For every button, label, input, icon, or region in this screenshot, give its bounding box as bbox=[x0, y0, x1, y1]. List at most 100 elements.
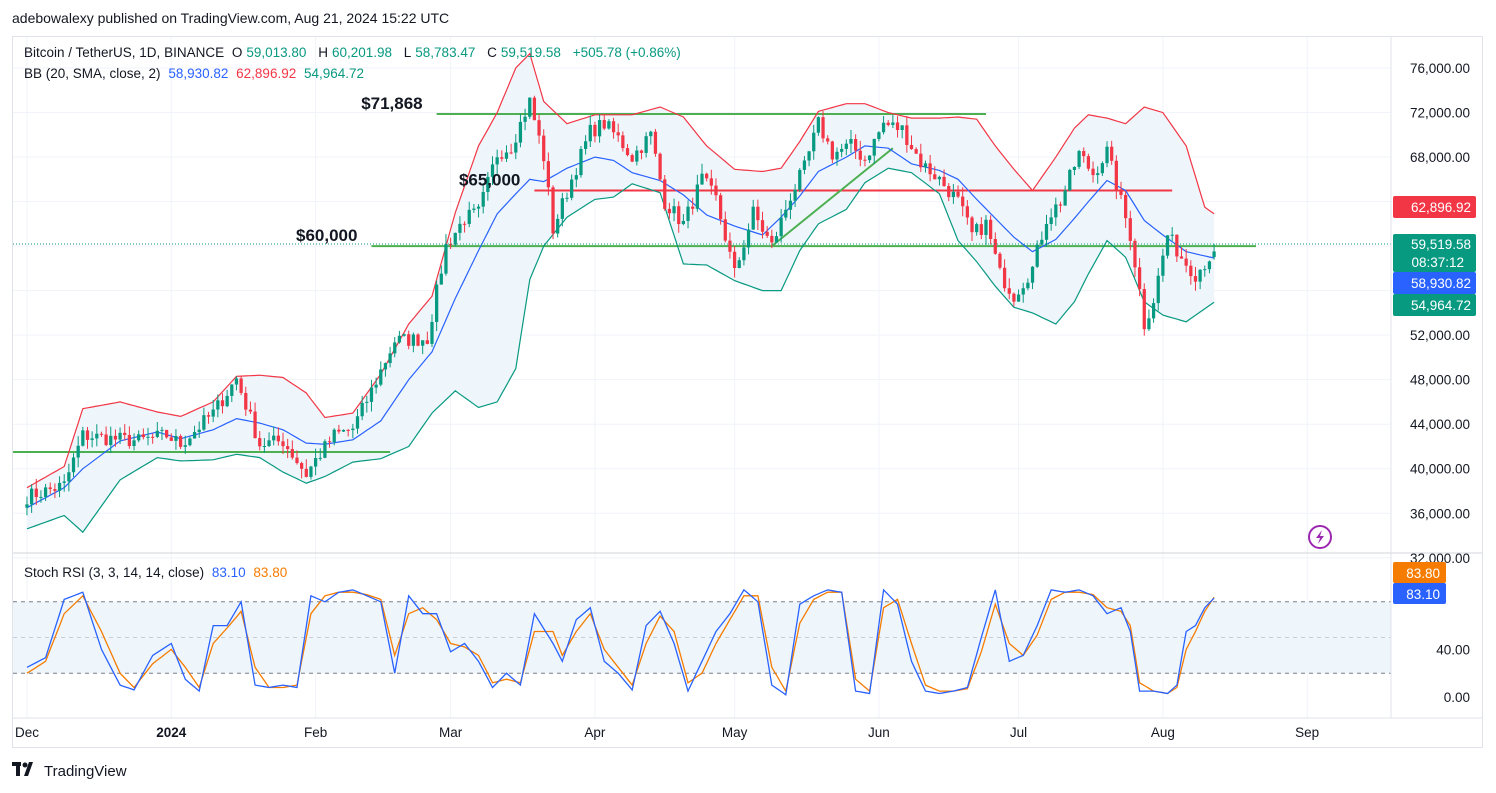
candle-body bbox=[737, 260, 741, 268]
price-tick-label: 48,000.00 bbox=[1410, 373, 1470, 388]
price-tags: 62,896.92 59,519.58 08:37:12 58,930.82 5… bbox=[1393, 196, 1476, 604]
candle-body bbox=[546, 161, 551, 188]
candle-body bbox=[923, 163, 928, 168]
candle-body bbox=[1068, 169, 1072, 191]
candle-body bbox=[644, 136, 648, 153]
candle-body bbox=[57, 482, 62, 491]
tradingview-logo-icon bbox=[12, 762, 38, 781]
candle-body bbox=[1203, 269, 1207, 271]
bb-label[interactable]: BB (20, SMA, close, 2) bbox=[24, 66, 161, 81]
candle-body bbox=[62, 481, 66, 483]
candle-body bbox=[532, 97, 537, 121]
candle-body bbox=[472, 208, 476, 210]
candle-body bbox=[48, 487, 52, 490]
candle-body bbox=[323, 441, 327, 458]
symbol-title[interactable]: Bitcoin / TetherUS, 1D, BINANCE bbox=[24, 45, 225, 60]
candle-body bbox=[802, 160, 807, 170]
upper-band-tag bbox=[1393, 196, 1476, 218]
candle-body bbox=[1189, 265, 1193, 277]
candle-body bbox=[1133, 240, 1137, 268]
candle-body bbox=[286, 446, 290, 450]
candle-body bbox=[579, 148, 583, 176]
candle-body bbox=[1147, 318, 1151, 330]
trendline bbox=[771, 147, 894, 247]
symbol-legend[interactable]: Bitcoin / TetherUS, 1D, BINANCE O 59,013.… bbox=[24, 45, 685, 60]
candle-body bbox=[975, 224, 979, 233]
candle-body bbox=[700, 173, 704, 185]
candle-body bbox=[369, 387, 374, 402]
candle-body bbox=[225, 395, 229, 407]
candle-body bbox=[151, 436, 155, 438]
candle-body bbox=[234, 378, 239, 385]
candle-body bbox=[374, 384, 378, 388]
basis-tag-text: 58,930.82 bbox=[1411, 276, 1471, 291]
candle-body bbox=[765, 231, 769, 236]
candle-body bbox=[970, 217, 974, 233]
candle-body bbox=[891, 122, 895, 125]
candle-body bbox=[649, 131, 653, 137]
candle-body bbox=[276, 435, 280, 442]
candle-body bbox=[881, 122, 886, 133]
candle-body bbox=[178, 436, 183, 447]
time-tick-label: May bbox=[722, 725, 748, 740]
lightning-icon[interactable] bbox=[1308, 525, 1332, 549]
stoch-axis[interactable]: 40.00 0.00 bbox=[1436, 642, 1470, 705]
candle-body bbox=[90, 438, 94, 440]
lower-band-tag bbox=[1393, 294, 1476, 316]
candle-body bbox=[174, 436, 178, 441]
band-area bbox=[27, 53, 1215, 533]
candle-body bbox=[1026, 282, 1030, 289]
candle-body bbox=[928, 163, 932, 175]
candle-body bbox=[267, 440, 271, 447]
candle-body bbox=[1170, 234, 1174, 236]
stoch-legend[interactable]: Stoch RSI (3, 3, 14, 14, close) 83.10 83… bbox=[24, 565, 291, 580]
time-axis[interactable]: Dec 2024 Feb Mar Apr May Jun Jul Aug Sep bbox=[15, 725, 1319, 740]
candle-body bbox=[542, 135, 546, 162]
candle-body bbox=[71, 457, 76, 473]
candle-body bbox=[728, 240, 732, 252]
candle-body bbox=[211, 409, 215, 417]
high-value: 60,201.98 bbox=[331, 45, 392, 60]
candle-body bbox=[611, 121, 616, 133]
price-tick-label: 68,000.00 bbox=[1410, 150, 1470, 165]
candle-body bbox=[67, 472, 71, 482]
stoch-d-value: 83.80 bbox=[253, 565, 288, 580]
candle-body bbox=[756, 206, 760, 221]
candle-body bbox=[304, 468, 308, 477]
candle-body bbox=[25, 504, 29, 508]
candle-body bbox=[416, 334, 420, 346]
time-tick-label: Jun bbox=[868, 725, 890, 740]
candle-body bbox=[886, 122, 890, 125]
candle-body bbox=[1124, 194, 1128, 219]
candle-body bbox=[1021, 288, 1025, 295]
candle-body bbox=[313, 458, 318, 467]
stoch-k-line bbox=[26, 588, 1215, 696]
candle-body bbox=[672, 206, 676, 214]
candle-body bbox=[509, 152, 513, 154]
bb-legend[interactable]: BB (20, SMA, close, 2) 58,930.82 62,896.… bbox=[24, 66, 368, 81]
candle-body bbox=[602, 120, 606, 129]
candle-body bbox=[1179, 256, 1184, 259]
footer-brand[interactable]: TradingView bbox=[12, 762, 127, 781]
time-tick-label: 2024 bbox=[156, 725, 187, 740]
candle-body bbox=[1030, 266, 1035, 283]
close-value: 59,519.58 bbox=[500, 45, 561, 60]
candle-body bbox=[663, 179, 667, 209]
candle-body bbox=[439, 273, 443, 285]
candle-body bbox=[942, 176, 946, 187]
candle-body bbox=[1165, 235, 1170, 256]
stoch-label[interactable]: Stoch RSI (3, 3, 14, 14, close) bbox=[24, 565, 205, 580]
candle-body bbox=[383, 363, 388, 370]
candle-body bbox=[1128, 218, 1132, 241]
candle-body bbox=[714, 185, 718, 196]
candle-body bbox=[239, 378, 243, 393]
candle-body bbox=[872, 138, 876, 156]
candle-body bbox=[444, 244, 448, 274]
candle-body bbox=[877, 132, 881, 139]
candle-body bbox=[784, 209, 788, 218]
candle-body bbox=[1072, 166, 1077, 170]
candle-body bbox=[258, 438, 262, 447]
candle-body bbox=[905, 125, 909, 145]
candle-body bbox=[514, 142, 518, 153]
